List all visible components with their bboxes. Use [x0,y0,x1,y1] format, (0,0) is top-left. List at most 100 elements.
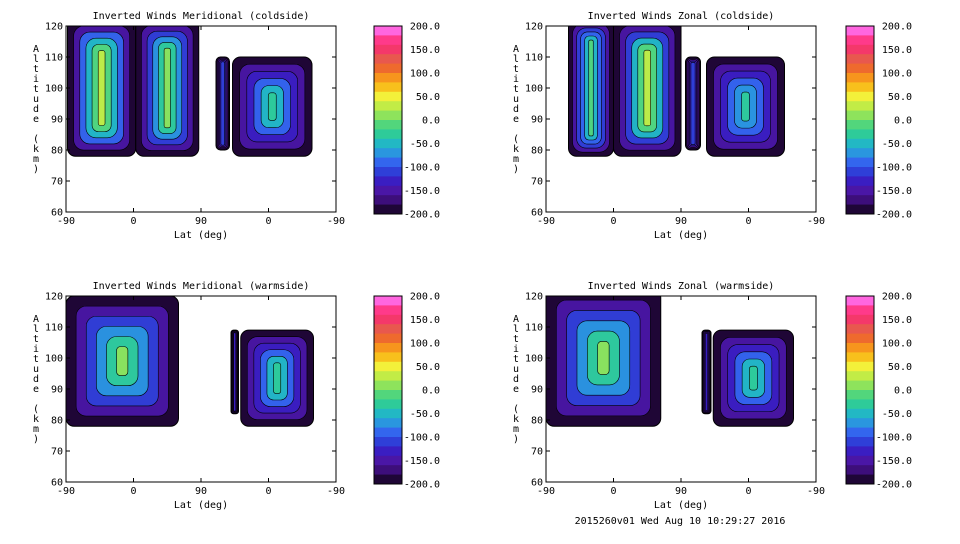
colorbar-segment [846,91,874,102]
colorbar-segment [374,44,402,55]
colorbar-segment [374,110,402,121]
colorbar-segment [846,465,874,476]
y-tick-label: 120 [525,22,543,33]
colorbar-segment [374,296,402,306]
colorbar-segment [374,437,402,447]
colorbar-tick-label: 0.0 [894,386,912,397]
colorbar-segment [846,35,874,46]
colorbar-frame [845,295,875,485]
colorbar-segment [374,176,402,187]
colorbar-tick-label: -150.0 [404,186,440,197]
colorbar-tick-label: 200.0 [882,292,912,303]
contour-level [588,39,594,137]
colorbar-segment [374,418,402,429]
colorbar-segment [846,343,874,353]
x-tick-label: 0 [610,216,616,227]
colorbar-segment [374,101,402,112]
y-tick-label: 120 [45,292,63,303]
colorbar-segment [374,361,402,372]
x-tick-label: 90 [675,486,687,497]
contour-level [704,333,709,411]
x-tick-label: -90 [327,216,345,227]
colorbar-segment [846,474,874,485]
contour-level [116,346,129,376]
x-tick-label: 0 [265,486,271,497]
colorbar-segment [846,427,874,438]
colorbar-frame [845,25,875,215]
colorbar-segment [374,204,402,215]
y-tick-label: 60 [51,208,63,219]
colorbar-tick-label: 100.0 [882,69,912,80]
colorbar-segment [846,26,874,36]
x-axis-label: Lat (deg) [654,500,708,511]
colorbar-segment [846,371,874,382]
colorbar-segment [374,167,402,177]
y-tick-label: 100 [45,354,63,365]
colorbar-segment [846,73,874,83]
colorbar-tick-label: 150.0 [882,315,912,326]
colorbar-segment [374,82,402,93]
colorbar-segment [374,427,402,438]
y-tick-label: 100 [525,354,543,365]
colorbar-tick-label: -50.0 [410,409,440,420]
colorbar-tick-label: -100.0 [404,163,440,174]
y-tick-label: 110 [45,323,63,334]
colorbar-segment [374,195,402,206]
chart-panel: Inverted Winds Meridional (coldside) 60 70… [33,11,440,241]
y-tick-label: 90 [531,385,543,396]
colorbar-segment [846,44,874,55]
colorbar-tick-label: 200.0 [410,292,440,303]
colorbar-tick-label: -150.0 [876,186,912,197]
colorbar-segment [846,167,874,177]
colorbar-segment [846,324,874,335]
colorbar-segment [846,138,874,149]
contour-level [597,341,610,375]
colorbar-segment [374,35,402,46]
colorbar-tick-label: -150.0 [404,456,440,467]
y-tick-label: 120 [45,22,63,33]
y-tick-label: 110 [45,53,63,64]
x-tick-label: 0 [745,216,751,227]
colorbar-segment [374,305,402,316]
colorbar-segment [846,399,874,410]
colorbar-segment [374,343,402,353]
footer-label: 2015260v01 Wed Aug 10 10:29:27 2016 [575,516,786,527]
colorbar-tick-label: -200.0 [876,210,912,221]
colorbar-segment [374,380,402,391]
contour-level [273,362,282,394]
colorbar-segment [374,138,402,149]
contour-level [267,92,277,121]
colorbar-tick-label: -200.0 [876,480,912,491]
chart-panel: Inverted Winds Meridional (warmside) 60 70… [33,281,440,511]
colorbar-segment [846,408,874,419]
colorbar-segment [374,390,402,400]
colorbar-tick-label: -50.0 [410,139,440,150]
x-axis-label: Lat (deg) [654,230,708,241]
colorbar-segment [374,314,402,325]
colorbar-tick-label: 0.0 [422,386,440,397]
contour-level [741,91,750,122]
colorbar-segment [846,176,874,187]
colorbar-segment [846,361,874,372]
contour-level [233,332,237,412]
x-axis-label: Lat (deg) [174,500,228,511]
contour-level [97,50,106,126]
colorbar-segment [374,465,402,476]
colorbar-tick-label: 0.0 [422,116,440,127]
colorbar-segment [846,110,874,121]
colorbar-tick-label: -50.0 [882,409,912,420]
colorbar-tick-label: -200.0 [404,210,440,221]
chart-title: Inverted Winds Meridional (coldside) [93,11,310,22]
y-tick-label: 100 [525,84,543,95]
colorbar-tick-label: 200.0 [410,22,440,33]
x-tick-label: -90 [57,486,75,497]
colorbar-segment [374,352,402,363]
colorbar-segment [846,314,874,325]
colorbar-segment [374,91,402,102]
colorbar-segment [846,390,874,400]
colorbar-segment [846,120,874,130]
x-tick-label: -90 [807,216,825,227]
